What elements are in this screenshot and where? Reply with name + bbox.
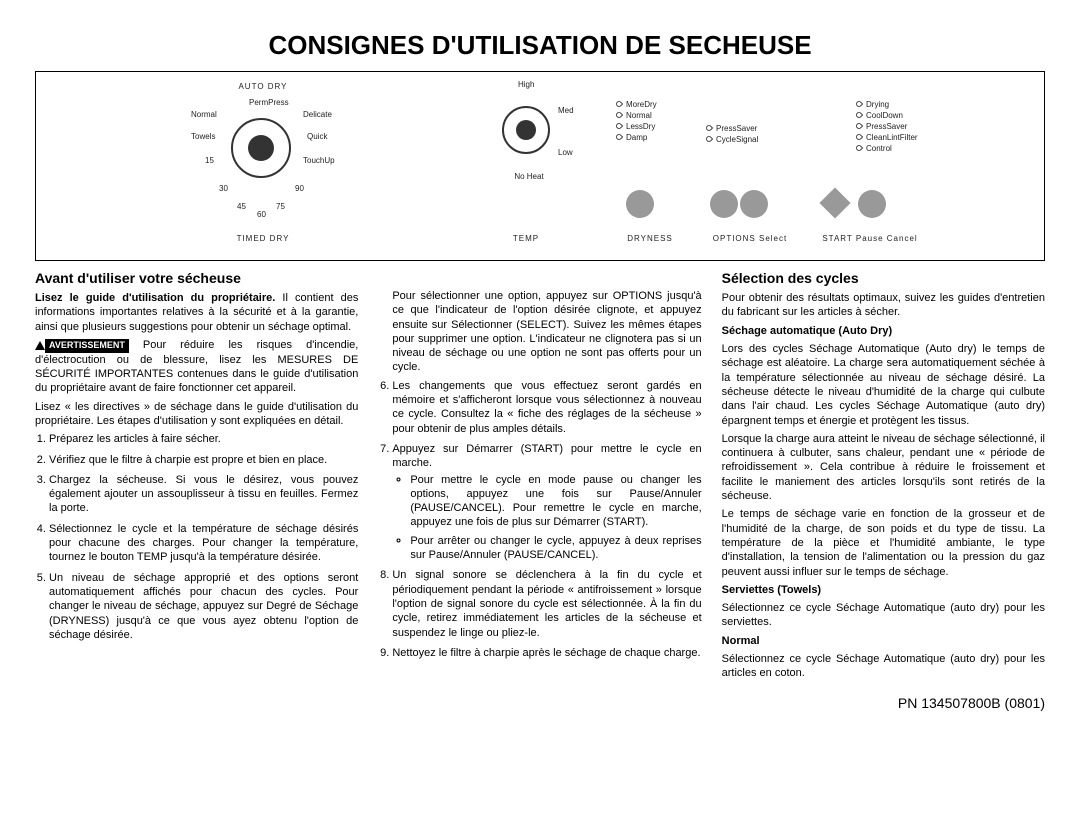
dial-label-quick: Quick [307, 132, 327, 141]
stat-control: Control [856, 144, 976, 153]
col3-auto2: Lorsque la charge aura atteint le niveau… [722, 432, 1045, 503]
dryness-normal: Normal [616, 111, 696, 120]
warning-badge: AVERTISSEMENT [45, 339, 129, 353]
dial-label-90: 90 [295, 184, 304, 193]
col1-p3: Lisez « les directives » de séchage dans… [35, 400, 358, 429]
dial-label-normal: Normal [191, 110, 217, 119]
dryness-group: MoreDry Normal LessDry Damp DRYNESS [616, 98, 696, 144]
dial-label-delicate: Delicate [303, 110, 332, 119]
col2-li6: Les changements que vous effectuez seron… [392, 379, 701, 436]
stat-presssaver: PressSaver [856, 122, 976, 131]
column-2: Pour sélectionner une option, appuyez su… [378, 269, 701, 685]
section-temp: TEMP [476, 234, 576, 243]
col3-h-towels: Serviettes (Towels) [722, 583, 1045, 597]
col2-p1: Pour sélectionner une option, appuyez su… [392, 289, 701, 375]
col2-li7-b1: Pour mettre le cycle en mode pause ou ch… [410, 473, 701, 530]
section-dryness: DRYNESS [610, 234, 690, 243]
options-buttons [710, 190, 768, 221]
temp-high: High [518, 80, 534, 89]
dial-label-45: 45 [237, 202, 246, 211]
col2-li8: Un signal sonore se déclenchera à la fin… [392, 568, 701, 639]
col1-li2: Vérifiez que le filtre à charpie est pro… [49, 453, 358, 467]
control-panel-diagram: AUTO DRY PermPress Delicate Quick TouchU… [35, 71, 1045, 261]
dryness-lessdry: LessDry [616, 122, 696, 131]
stat-cleanlint: CleanLintFilter [856, 133, 976, 142]
opt-presssaver: PressSaver [706, 124, 816, 133]
section-timed-dry: TIMED DRY [203, 234, 323, 243]
warning-icon [35, 341, 45, 350]
section-options: OPTIONS Select [700, 234, 800, 243]
col2-list: Les changements que vous effectuez seron… [378, 379, 701, 660]
temp-dial [502, 106, 550, 154]
col1-warning: AVERTISSEMENT Pour réduire les risques d… [35, 338, 358, 396]
col2-li7: Appuyez sur Démarrer (START) pour mettre… [392, 442, 701, 562]
dial-label-60: 60 [257, 210, 266, 219]
section-start: START Pause Cancel [810, 234, 930, 243]
cycle-dial-group: AUTO DRY PermPress Delicate Quick TouchU… [171, 82, 351, 252]
col3-h-auto: Séchage automatique (Auto Dry) [722, 324, 1045, 338]
opt-cyclesignal: CycleSignal [706, 135, 816, 144]
section-auto-dry: AUTO DRY [203, 82, 323, 91]
options-group: PressSaver CycleSignal OPTIONS Select [706, 122, 816, 146]
col3-auto3: Le temps de séchage varie en fonction de… [722, 507, 1045, 578]
pause-cancel-button [858, 190, 886, 221]
dryness-button [626, 190, 654, 221]
temp-low: Low [558, 148, 573, 157]
dial-label-towels: Towels [191, 132, 215, 141]
part-number: PN 134507800B (0801) [35, 695, 1045, 711]
dial-label-75: 75 [276, 202, 285, 211]
temp-noheat: No Heat [514, 172, 544, 181]
col1-li5: Un niveau de séchage approprié et des op… [49, 571, 358, 642]
col3-normal: Sélectionnez ce cycle Séchage Automatiqu… [722, 652, 1045, 681]
col3-p1: Pour obtenir des résultats optimaux, sui… [722, 291, 1045, 320]
text-columns: Avant d'utiliser votre sécheuse Lisez le… [35, 269, 1045, 685]
col1-p1: Lisez le guide d'utilisation du propriét… [35, 291, 358, 334]
dial-label-30: 30 [219, 184, 228, 193]
dial-label-permpress: PermPress [249, 98, 289, 107]
stat-drying: Drying [856, 100, 976, 109]
dial-label-15: 15 [205, 156, 214, 165]
column-3: Sélection des cycles Pour obtenir des ré… [722, 269, 1045, 685]
stat-cooldown: CoolDown [856, 111, 976, 120]
column-1: Avant d'utiliser votre sécheuse Lisez le… [35, 269, 358, 685]
start-button [820, 188, 850, 221]
col1-li3: Chargez la sécheuse. Si vous le désirez,… [49, 473, 358, 516]
heading-selection: Sélection des cycles [722, 269, 1045, 287]
dial-label-touchup: TouchUp [303, 156, 335, 165]
col1-li4: Sélectionnez le cycle et la température … [49, 522, 358, 565]
col3-auto1: Lors des cycles Séchage Automatique (Aut… [722, 342, 1045, 428]
col2-li9: Nettoyez le filtre à charpie après le sé… [392, 646, 701, 660]
cycle-dial [231, 118, 291, 178]
col1-list: Préparez les articles à faire sécher. Vé… [35, 432, 358, 642]
dryness-moredry: MoreDry [616, 100, 696, 109]
temp-med: Med [558, 106, 574, 115]
col1-li1: Préparez les articles à faire sécher. [49, 432, 358, 446]
dryness-damp: Damp [616, 133, 696, 142]
page-title: CONSIGNES D'UTILISATION DE SECHEUSE [35, 30, 1045, 61]
status-group: Drying CoolDown PressSaver CleanLintFilt… [856, 98, 976, 155]
col3-towels: Sélectionnez ce cycle Séchage Automatiqu… [722, 601, 1045, 630]
heading-before-use: Avant d'utiliser votre sécheuse [35, 269, 358, 287]
col3-h-normal: Normal [722, 634, 1045, 648]
col2-li7-b2: Pour arrêter ou changer le cycle, appuye… [410, 534, 701, 563]
